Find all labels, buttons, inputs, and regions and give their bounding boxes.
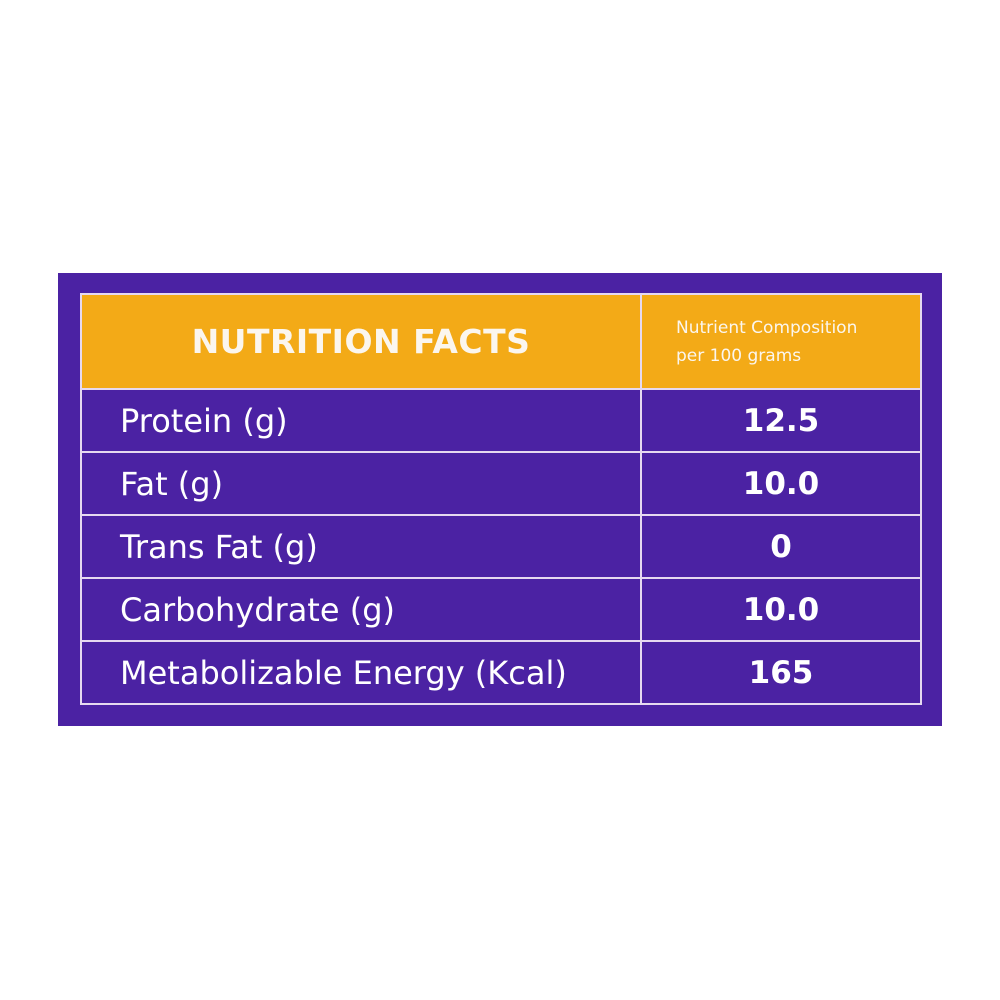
- table-row: Metabolizable Energy (Kcal) 165: [80, 640, 922, 705]
- nutrition-table: NUTRITION FACTS Nutrient Composition per…: [80, 292, 922, 705]
- nutrient-value: 0: [640, 514, 922, 580]
- column-heading-line1: Nutrient Composition: [676, 317, 858, 338]
- table-row: Trans Fat (g) 0: [80, 514, 922, 580]
- nutrient-value: 10.0: [640, 577, 922, 643]
- nutrient-value: 10.0: [640, 451, 922, 517]
- table-row: Protein (g) 12.5: [80, 388, 922, 454]
- table-row: Carbohydrate (g) 10.0: [80, 577, 922, 643]
- column-heading: Nutrient Composition per 100 grams: [640, 292, 922, 391]
- nutrition-panel: NUTRITION FACTS Nutrient Composition per…: [58, 273, 942, 726]
- table-title: NUTRITION FACTS: [80, 292, 642, 391]
- nutrient-label: Metabolizable Energy (Kcal): [80, 640, 642, 705]
- nutrient-label: Fat (g): [80, 451, 642, 517]
- column-heading-line2: per 100 grams: [676, 345, 802, 366]
- table-row: Fat (g) 10.0: [80, 451, 922, 517]
- nutrient-label: Protein (g): [80, 388, 642, 454]
- nutrient-value: 12.5: [640, 388, 922, 454]
- nutrient-label: Trans Fat (g): [80, 514, 642, 580]
- table-header-row: NUTRITION FACTS Nutrient Composition per…: [80, 292, 922, 391]
- nutrient-label: Carbohydrate (g): [80, 577, 642, 643]
- nutrient-value: 165: [640, 640, 922, 705]
